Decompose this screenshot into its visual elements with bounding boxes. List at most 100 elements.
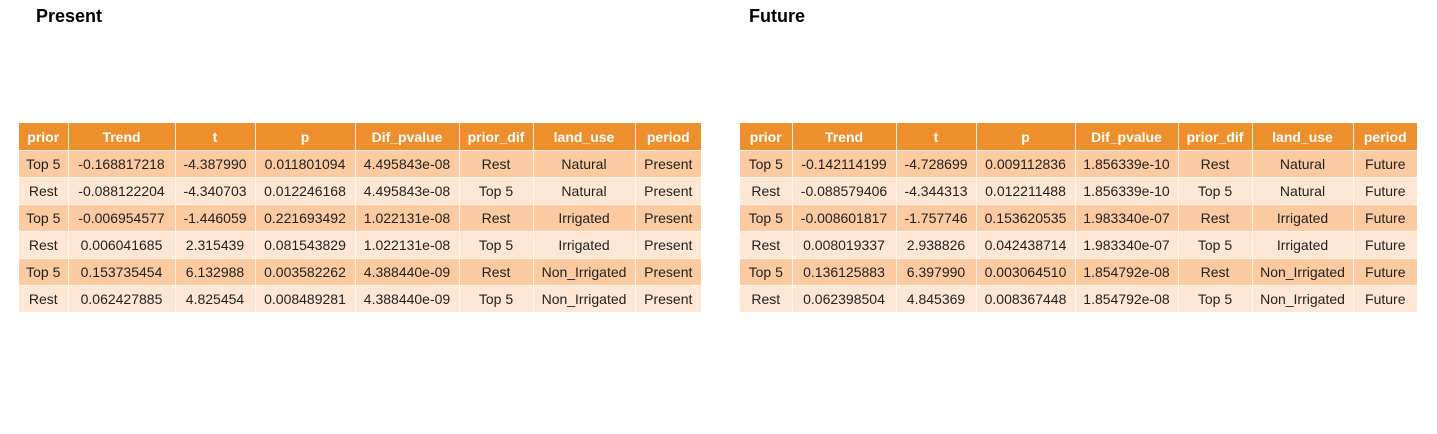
table-cell: 4.388440e-09 (355, 258, 460, 286)
table-row: Top 5 0.136125883 6.397990 0.003064510 1.854… (740, 258, 1417, 286)
table-cell: -4.344313 (896, 177, 977, 205)
table-cell: 4.825454 (175, 285, 256, 312)
column-header-land-use: land_use (533, 123, 636, 151)
table-cell: Future (1353, 150, 1417, 178)
table-cell: 0.062398504 (792, 285, 897, 312)
table-cell: 1.983340e-07 (1075, 231, 1179, 259)
table-cell: Natural (533, 150, 636, 178)
table-cell: Future (1353, 231, 1417, 259)
table-cell: 6.397990 (896, 258, 977, 286)
table-cell: 1.856339e-10 (1075, 177, 1179, 205)
future-table: prior Trend t p Dif_pvalue prior_dif land_use p… (740, 123, 1417, 312)
column-header-period: period (1353, 123, 1417, 151)
table-cell: Rest (19, 177, 69, 205)
table-cell: Non_Irrigated (1252, 285, 1354, 312)
table-row: Rest 0.062398504 4.845369 0.008367448 1.8547… (740, 285, 1417, 312)
table-cell: 0.008367448 (976, 285, 1076, 312)
table-cell: Future (1353, 258, 1417, 286)
column-header-land-use: land_use (1252, 123, 1354, 151)
column-header-period: period (635, 123, 701, 151)
table-cell: Irrigated (1252, 204, 1354, 232)
table-cell: 1.022131e-08 (355, 204, 460, 232)
table-cell: 2.938826 (896, 231, 977, 259)
table-cell: Present (635, 231, 701, 259)
table-header-row: prior Trend t p Dif_pvalue prior_dif land_use p… (740, 123, 1417, 151)
table-cell: 1.856339e-10 (1075, 150, 1179, 178)
table-cell: 0.011801094 (255, 150, 356, 178)
table-cell: Natural (533, 177, 636, 205)
table-cell: -1.757746 (896, 204, 977, 232)
column-header-t: t (896, 123, 977, 151)
table-cell: Future (1353, 285, 1417, 312)
table-cell: 1.983340e-07 (1075, 204, 1179, 232)
table-cell: Present (635, 204, 701, 232)
table-cell: 4.495843e-08 (355, 150, 460, 178)
table-cell: Non_Irrigated (1252, 258, 1354, 286)
table-cell: Top 5 (1178, 231, 1253, 259)
table-cell: 0.153735454 (68, 258, 176, 286)
table-cell: 4.845369 (896, 285, 977, 312)
table-cell: Rest (1178, 204, 1253, 232)
table-cell: 1.022131e-08 (355, 231, 460, 259)
table-cell: -4.387990 (175, 150, 256, 178)
table-cell: Top 5 (19, 204, 69, 232)
table-cell: 6.132988 (175, 258, 256, 286)
table-cell: 0.136125883 (792, 258, 897, 286)
present-table-title: Present (36, 6, 103, 26)
table-cell: -0.088579406 (792, 177, 897, 205)
table-header-row: prior Trend t p Dif_pvalue prior_dif land_use p… (19, 123, 701, 151)
column-header-t: t (175, 123, 256, 151)
table-cell: 0.008489281 (255, 285, 356, 312)
table-cell: Natural (1252, 177, 1354, 205)
table-cell: -1.446059 (175, 204, 256, 232)
table-row: Rest -0.088579406 -4.344313 0.012211488 1.85… (740, 177, 1417, 205)
table-cell: 0.003064510 (976, 258, 1076, 286)
table-cell: 0.081543829 (255, 231, 356, 259)
table-cell: Present (635, 177, 701, 205)
table-cell: Rest (740, 231, 793, 259)
table-cell: 0.009112836 (976, 150, 1076, 178)
column-header-p: p (255, 123, 356, 151)
table-row: Top 5 -0.142114199 -4.728699 0.009112836 1.8… (740, 150, 1417, 178)
table-cell: Rest (459, 204, 534, 232)
column-header-p: p (976, 123, 1076, 151)
table-cell: Rest (740, 177, 793, 205)
table-cell: Future (1353, 177, 1417, 205)
table-row: Rest -0.088122204 -4.340703 0.012246168 4.49… (19, 177, 701, 205)
table-cell: 0.221693492 (255, 204, 356, 232)
table-cell: Irrigated (1252, 231, 1354, 259)
table-cell: 0.006041685 (68, 231, 176, 259)
table-cell: Top 5 (740, 258, 793, 286)
table-cell: Irrigated (533, 204, 636, 232)
future-table-title: Future (749, 6, 805, 26)
table-cell: 4.388440e-09 (355, 285, 460, 312)
column-header-trend: Trend (68, 123, 176, 151)
table-cell: 0.012246168 (255, 177, 356, 205)
table-cell: 0.003582262 (255, 258, 356, 286)
table-cell: Rest (740, 285, 793, 312)
column-header-dif-pvalue: Dif_pvalue (355, 123, 460, 151)
table-cell: Rest (459, 258, 534, 286)
table-cell: Non_Irrigated (533, 285, 636, 312)
table-cell: 1.854792e-08 (1075, 285, 1179, 312)
table-cell: Top 5 (1178, 285, 1253, 312)
table-cell: Top 5 (459, 231, 534, 259)
table-cell: -0.006954577 (68, 204, 176, 232)
table-cell: Top 5 (19, 258, 69, 286)
column-header-prior-dif: prior_dif (1178, 123, 1253, 151)
table-cell: Top 5 (459, 177, 534, 205)
table-cell: Rest (19, 231, 69, 259)
table-cell: Future (1353, 204, 1417, 232)
table-cell: 0.012211488 (976, 177, 1076, 205)
column-header-trend: Trend (792, 123, 897, 151)
table-cell: Top 5 (740, 150, 793, 178)
table-cell: Rest (1178, 258, 1253, 286)
table-cell: Rest (1178, 150, 1253, 178)
table-cell: Top 5 (740, 204, 793, 232)
table-cell: Present (635, 150, 701, 178)
table-cell: 0.042438714 (976, 231, 1076, 259)
table-row: Rest 0.006041685 2.315439 0.081543829 1.0221… (19, 231, 701, 259)
table-cell: Present (635, 258, 701, 286)
table-cell: Natural (1252, 150, 1354, 178)
table-cell: 0.062427885 (68, 285, 176, 312)
